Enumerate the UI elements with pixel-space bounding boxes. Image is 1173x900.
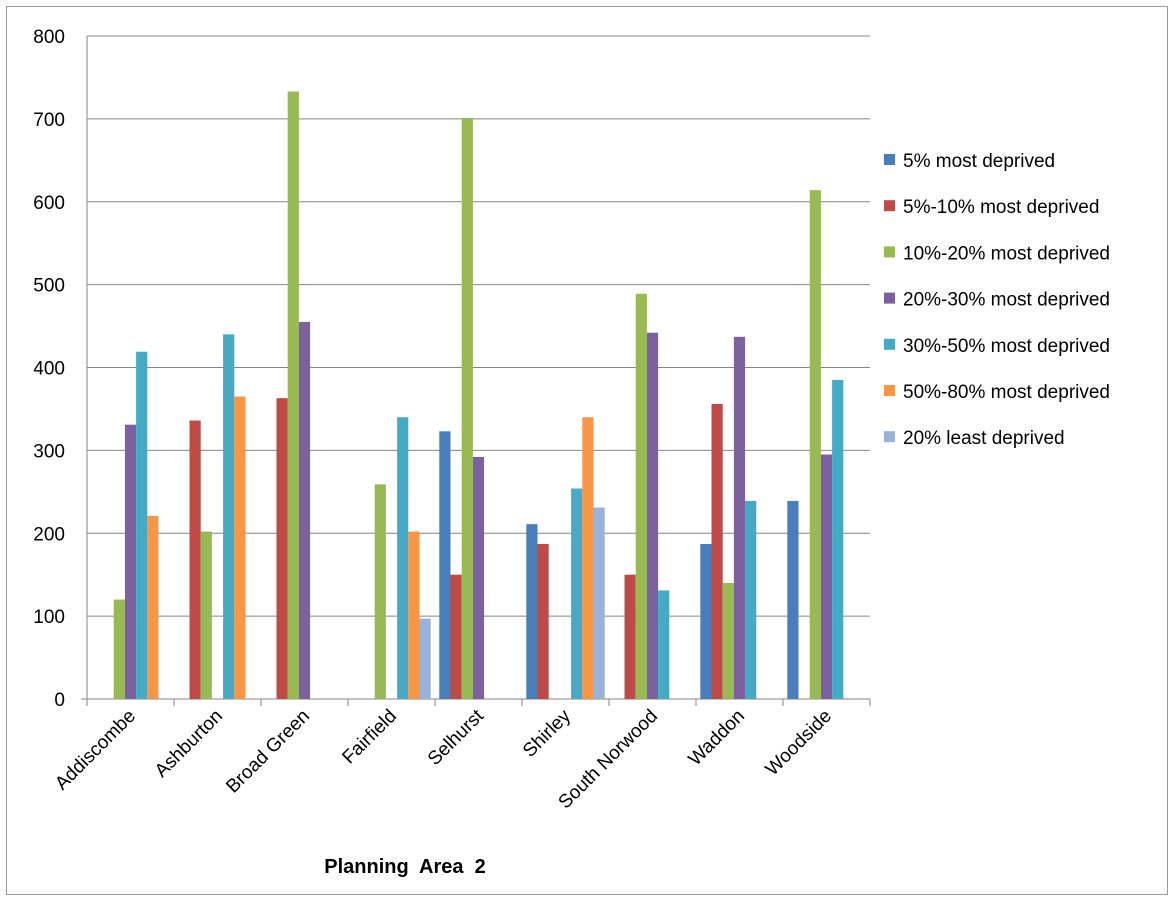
bar — [593, 507, 605, 699]
bar — [461, 118, 473, 699]
bar — [646, 332, 659, 699]
bar — [700, 544, 712, 699]
bar — [136, 351, 148, 699]
bar — [711, 403, 723, 699]
bar — [745, 500, 757, 699]
legend-swatch — [884, 246, 895, 258]
y-tick-label: 0 — [54, 690, 65, 711]
x-tick-label: Woodside — [762, 706, 836, 780]
x-tick-label: Broad Green — [222, 706, 314, 798]
legend-label: 10%-20% most deprived — [903, 243, 1110, 264]
bar — [450, 574, 462, 699]
y-tick-label: 800 — [33, 27, 65, 48]
bar — [658, 590, 670, 699]
bar — [408, 531, 420, 699]
bar — [419, 618, 431, 699]
bar — [147, 515, 159, 699]
legend-label: 20% least deprived — [903, 428, 1065, 449]
bar — [397, 417, 409, 699]
bar — [820, 454, 833, 699]
x-axis-title: Planning Area 2 — [324, 856, 486, 878]
y-tick-label: 700 — [33, 110, 65, 131]
bar — [374, 484, 386, 699]
bar — [526, 524, 538, 699]
bar — [733, 336, 746, 699]
legend-swatch — [884, 200, 895, 212]
bar — [439, 431, 451, 699]
bar — [787, 500, 799, 699]
legend-swatch — [884, 431, 895, 443]
x-tick-label: Fairfield — [338, 706, 401, 769]
bar — [722, 582, 734, 699]
bar — [287, 91, 299, 700]
bar — [298, 321, 311, 699]
legend-label: 50%-80% most deprived — [903, 382, 1110, 403]
x-tick-label: Waddon — [685, 706, 749, 770]
y-tick-label: 200 — [33, 524, 65, 545]
y-tick-label: 500 — [33, 276, 65, 297]
bar — [571, 488, 583, 699]
y-tick-label: 100 — [33, 607, 65, 628]
x-tick-label: Selhurst — [424, 705, 489, 770]
bar — [472, 457, 485, 699]
legend-label: 20%-30% most deprived — [903, 290, 1110, 311]
legend-label: 5%-10% most deprived — [903, 197, 1099, 218]
bar — [223, 334, 235, 699]
bar — [276, 398, 288, 699]
bar — [624, 574, 636, 699]
x-tick-label: Ashburton — [151, 706, 227, 782]
bar — [113, 599, 125, 699]
bar — [582, 417, 594, 699]
y-tick-label: 400 — [33, 359, 65, 380]
legend-swatch — [884, 338, 895, 350]
legend-swatch — [884, 154, 895, 165]
x-tick-label: Shirley — [519, 705, 575, 761]
y-tick-label: 600 — [33, 193, 65, 214]
bar — [809, 190, 821, 699]
legend-label: 5% most deprived — [903, 151, 1055, 172]
bar — [124, 424, 137, 699]
bar — [537, 544, 549, 699]
bar — [635, 293, 647, 699]
legend-label: 30%-50% most deprived — [903, 336, 1110, 357]
bar — [234, 396, 246, 699]
x-tick-label: Addiscombe — [51, 706, 140, 795]
bar — [832, 379, 844, 699]
legend-swatch — [884, 292, 895, 304]
legend-swatch — [884, 385, 895, 396]
bar — [200, 531, 212, 699]
y-tick-label: 300 — [33, 441, 65, 462]
bar — [189, 420, 201, 699]
